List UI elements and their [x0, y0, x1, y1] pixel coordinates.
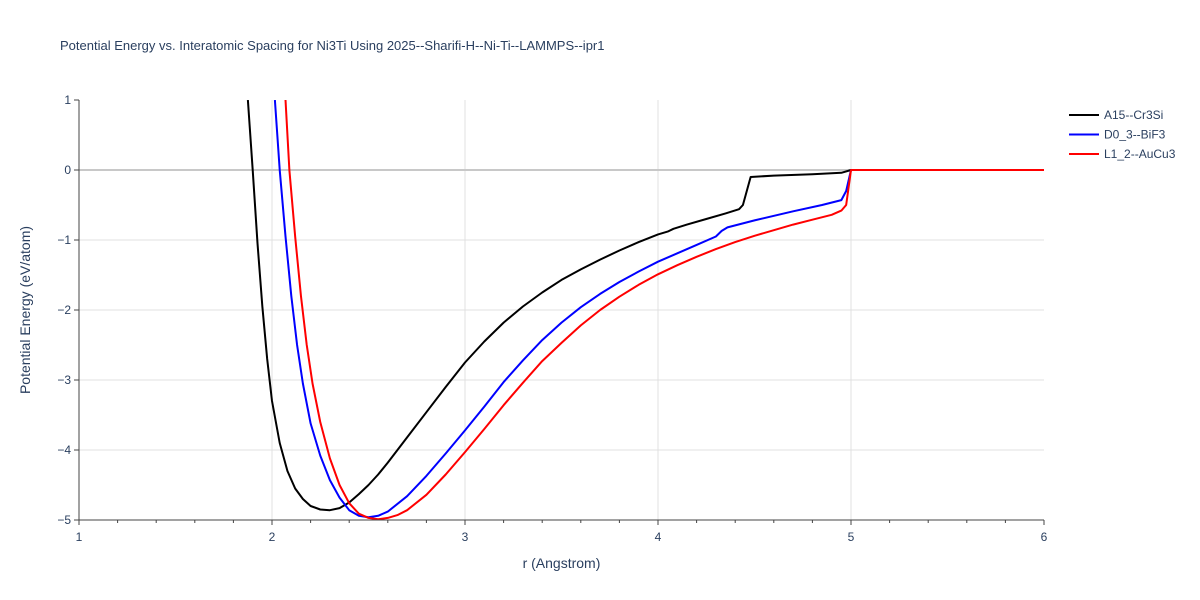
legend[interactable]: A15--Cr3Si D0_3--BiF3 L1_2--AuCu3	[1069, 108, 1176, 161]
series-line-L1_2--AuCu3	[284, 100, 1044, 520]
y-axis-title: Potential Energy (eV/atom)	[17, 226, 33, 394]
legend-item[interactable]: L1_2--AuCu3	[1069, 147, 1176, 161]
chart-title: Potential Energy vs. Interatomic Spacing…	[60, 38, 604, 53]
legend-label: D0_3--BiF3	[1104, 128, 1166, 142]
plot-area	[246, 100, 1044, 520]
y-tick-label: −2	[57, 303, 71, 317]
x-tick-label: 6	[1041, 530, 1048, 544]
x-axis-title: r (Angstrom)	[523, 555, 601, 571]
series-group	[246, 100, 1044, 520]
axes	[74, 99, 1045, 525]
x-tick-label: 4	[655, 530, 662, 544]
y-tick-label: −4	[57, 443, 71, 457]
legend-label: L1_2--AuCu3	[1104, 147, 1176, 161]
x-tick-labels: 1 2 3 4 5 6	[76, 530, 1048, 544]
y-tick-label: 0	[64, 163, 71, 177]
y-tick-labels: 1 0 −1 −2 −3 −4 −5	[57, 93, 71, 527]
y-tick-label: −3	[57, 373, 71, 387]
x-tick-label: 2	[269, 530, 276, 544]
series-line-D0_3--BiF3	[273, 100, 1044, 519]
series-line-A15--Cr3Si	[246, 100, 1044, 512]
y-tick-label: 1	[64, 93, 71, 107]
x-tick-label: 5	[848, 530, 855, 544]
legend-item[interactable]: A15--Cr3Si	[1069, 108, 1163, 122]
y-tick-label: −5	[57, 513, 71, 527]
grid	[79, 100, 1044, 520]
legend-item[interactable]: D0_3--BiF3	[1069, 128, 1166, 142]
x-tick-label: 3	[462, 530, 469, 544]
legend-label: A15--Cr3Si	[1104, 108, 1163, 122]
x-tick-label: 1	[76, 530, 83, 544]
y-tick-label: −1	[57, 233, 71, 247]
